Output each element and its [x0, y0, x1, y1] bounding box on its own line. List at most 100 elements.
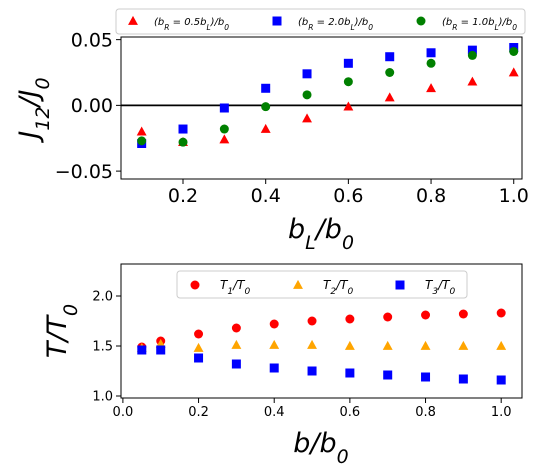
data-point: [269, 363, 279, 373]
data-point: [421, 372, 431, 382]
legend-marker: [293, 279, 303, 289]
plot-area-frame: [120, 263, 523, 399]
data-point: [496, 308, 506, 318]
series-1: [136, 67, 519, 147]
data-point: [136, 126, 147, 136]
data-point: [302, 69, 312, 79]
data-point: [302, 90, 312, 100]
data-point: [467, 45, 477, 55]
data-point: [343, 58, 353, 68]
y-tick-label: 1.0: [92, 390, 113, 405]
data-point: [137, 345, 147, 355]
legend-marker: [395, 280, 405, 290]
data-point: [458, 340, 469, 350]
data-point: [384, 92, 395, 102]
y-axis-title: J12/J0: [14, 77, 54, 143]
data-point: [193, 342, 204, 352]
legend-label: T1/T0: [220, 278, 250, 297]
legend-label: T2/T0: [323, 278, 353, 297]
data-point: [231, 339, 242, 349]
data-point: [458, 374, 468, 384]
legend-label: T3/T0: [425, 278, 455, 297]
data-point: [343, 77, 353, 87]
legend-marker: [416, 16, 426, 26]
x-tick-label: 0.4: [264, 405, 285, 420]
data-point: [496, 340, 507, 350]
x-tick-label: 0.8: [416, 185, 446, 207]
legend-marker: [190, 280, 200, 290]
data-point: [383, 312, 393, 322]
data-point: [219, 124, 229, 134]
data-point: [385, 52, 395, 62]
series-3: [137, 345, 506, 385]
data-point: [467, 50, 477, 60]
series-3: [137, 46, 519, 147]
x-tick-label: 0.2: [168, 185, 198, 207]
data-point: [261, 102, 271, 112]
data-point: [137, 136, 147, 146]
data-point: [426, 48, 436, 58]
y-tick-label: 0.05: [71, 29, 113, 51]
data-point: [508, 67, 519, 77]
data-point: [231, 359, 241, 369]
y-axis-title: T/T0: [42, 304, 82, 358]
data-point: [307, 366, 317, 376]
data-point: [420, 340, 431, 350]
data-point: [496, 375, 506, 385]
x-tick-label: 0.2: [188, 405, 209, 420]
data-point: [421, 310, 431, 320]
x-axis-title: b/b0: [293, 428, 348, 468]
chart-panel-1: 0.2 0.4 0.6 0.8 1.0 0.05 0.00 −0.05 bL/b0 J12/J0 (…: [14, 8, 529, 254]
data-point: [509, 46, 519, 56]
legend: T1/T0 T2/T0 T3/T0: [176, 270, 468, 299]
series-1: [137, 308, 506, 352]
legend-marker: [272, 16, 282, 26]
data-point: [345, 368, 355, 378]
data-point: [345, 314, 355, 324]
x-tick-label: 0.6: [333, 185, 363, 207]
x-tick-label: 1.0: [499, 185, 529, 207]
data-point: [426, 58, 436, 68]
data-point: [219, 103, 229, 113]
data-point: [426, 83, 437, 93]
data-point: [383, 370, 393, 380]
legend-marker: [128, 15, 138, 25]
series-2: [136, 338, 507, 352]
legend-label: (bR = 2.0bL)/b0: [298, 17, 373, 32]
data-point: [467, 76, 478, 86]
data-point: [178, 124, 188, 134]
data-point: [260, 123, 271, 133]
data-point: [156, 345, 166, 355]
series-2: [137, 43, 519, 148]
y-tick-label: 2.0: [92, 290, 113, 305]
legend: (bR = 0.5bL)/b0 (bR = 2.0bL)/b0 (bR = 1.0b…: [115, 8, 526, 35]
y-tick-label: 0.00: [71, 95, 113, 117]
x-tick-label: 0.8: [415, 405, 436, 420]
data-point: [194, 329, 204, 339]
data-point: [458, 309, 468, 319]
x-tick-label: 0.0: [113, 405, 134, 420]
x-axis-title: bL/b0: [288, 214, 354, 254]
data-point: [194, 353, 204, 363]
y-tick-label: −0.05: [55, 161, 113, 183]
data-point: [302, 113, 312, 123]
data-point: [231, 323, 241, 333]
data-point: [385, 68, 395, 77]
data-point: [344, 340, 355, 350]
data-point: [269, 339, 280, 349]
data-point: [178, 137, 188, 147]
plot-area-frame: [120, 36, 523, 180]
data-point: [219, 134, 230, 144]
x-tick-label: 0.4: [251, 185, 281, 207]
data-point: [382, 340, 393, 350]
data-point: [343, 101, 354, 111]
y-tick-label: 1.5: [92, 340, 113, 355]
data-point: [261, 83, 271, 93]
data-point: [307, 316, 317, 326]
x-tick-label: 1.0: [491, 405, 512, 420]
legend-label: (bR = 0.5bL)/b0: [154, 17, 229, 32]
x-tick-label: 0.6: [340, 405, 361, 420]
legend-label: (bR = 1.0bL)/b0: [442, 17, 517, 32]
data-point: [307, 339, 317, 349]
